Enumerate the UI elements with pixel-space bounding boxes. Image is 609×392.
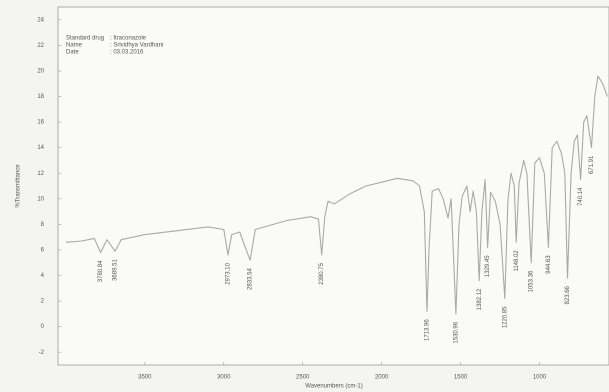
y-tick-label: 2 bbox=[41, 299, 45, 305]
peak-label: 3780.84 bbox=[98, 260, 104, 282]
peak-label: 2973.10 bbox=[226, 262, 232, 284]
peak-label: 1329.45 bbox=[485, 255, 491, 277]
peak-label: 1220.85 bbox=[502, 306, 508, 328]
y-tick-label: 8 bbox=[41, 222, 45, 228]
x-tick-label: 2500 bbox=[296, 375, 310, 381]
y-axis-label: %Transmittance bbox=[16, 164, 22, 208]
peak-label: 944.63 bbox=[546, 255, 552, 274]
x-tick-label: 2000 bbox=[375, 375, 389, 381]
x-tick-label: 3000 bbox=[217, 375, 231, 381]
y-tick-label: 0 bbox=[41, 324, 45, 330]
peak-label: 1530.96 bbox=[453, 321, 459, 343]
peak-label: 740.14 bbox=[578, 187, 584, 206]
plot-frame bbox=[57, 6, 609, 366]
peak-label: 1713.96 bbox=[424, 319, 430, 341]
info-key: Standard drug bbox=[66, 36, 104, 42]
y-tick-label: 6 bbox=[41, 248, 45, 254]
x-tick-label: 1500 bbox=[454, 375, 468, 381]
peak-label: 671.91 bbox=[589, 155, 595, 174]
y-tick-label: 24 bbox=[37, 17, 44, 23]
info-key: Name bbox=[66, 43, 83, 49]
peak-label: 823.66 bbox=[565, 285, 571, 304]
y-tick-label: 18 bbox=[37, 94, 44, 100]
y-tick-label: 16 bbox=[37, 120, 44, 126]
x-axis-label: Wavenumbers (cm-1) bbox=[305, 384, 362, 390]
y-tick-label: 4 bbox=[41, 273, 45, 279]
info-key: Date bbox=[66, 50, 79, 56]
y-tick-label: -2 bbox=[39, 350, 45, 356]
peak-label: 2833.54 bbox=[248, 268, 254, 290]
peak-label: 1053.36 bbox=[529, 270, 535, 292]
y-tick-label: 12 bbox=[37, 171, 44, 177]
peak-label: 2380.75 bbox=[319, 262, 325, 284]
peak-label: 1148.02 bbox=[514, 250, 520, 272]
info-value: : Itraconazole bbox=[110, 36, 147, 42]
y-tick-label: 14 bbox=[37, 145, 44, 151]
x-tick-label: 3500 bbox=[138, 375, 152, 381]
x-tick-label: 1000 bbox=[533, 375, 547, 381]
info-value: : 03.03.2016 bbox=[110, 50, 144, 56]
y-tick-label: 20 bbox=[37, 69, 44, 75]
info-value: : Srividhya Vardhani bbox=[110, 43, 163, 49]
y-tick-label: 10 bbox=[37, 196, 44, 202]
spectrum-line bbox=[65, 75, 608, 315]
peak-label: 1382.12 bbox=[477, 288, 483, 310]
peak-label: 3689.51 bbox=[112, 259, 118, 281]
y-tick-label: 22 bbox=[37, 43, 44, 49]
